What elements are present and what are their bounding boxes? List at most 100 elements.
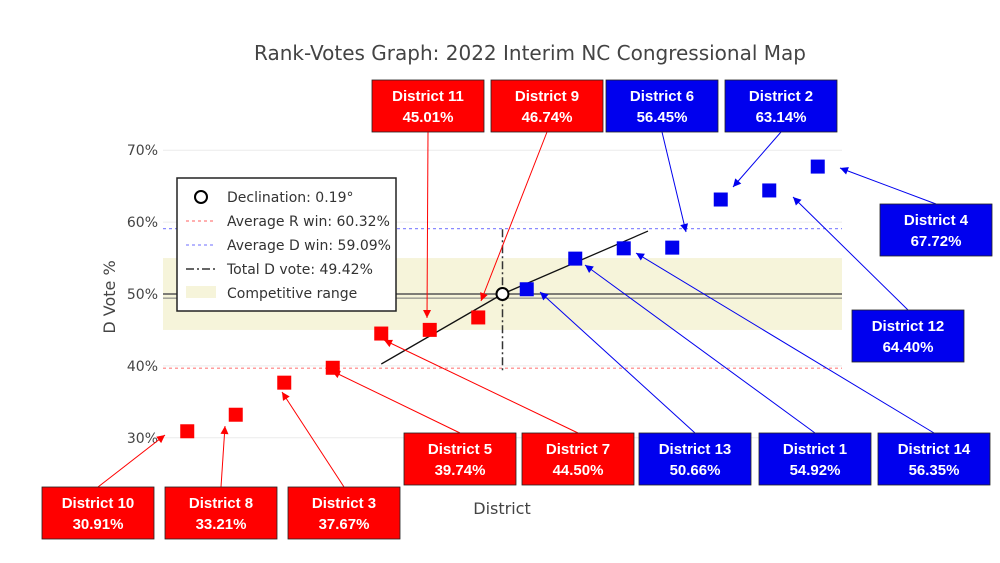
callout-district-name: District 10	[62, 495, 135, 512]
callout-vote-share: 50.66%	[670, 462, 721, 479]
r-tangent-line	[380, 293, 503, 365]
callout-line-district-12	[792, 196, 909, 311]
callout-line-district-14	[635, 252, 935, 434]
callout-district-name: District 11	[392, 88, 464, 105]
callout-arrow-district-14	[636, 253, 645, 261]
callout-district-name: District 3	[312, 495, 376, 512]
callout-district-name: District 2	[749, 88, 813, 105]
legend-avg-r-label: Average R win: 60.32%	[227, 214, 390, 230]
data-point-district-4	[810, 159, 825, 174]
callout-vote-share: 46.74%	[522, 109, 573, 126]
callout-vote-share: 33.21%	[196, 516, 247, 533]
data-point-district-8	[228, 407, 243, 422]
callout-box-district-10	[41, 486, 155, 540]
callout-vote-share: 37.67%	[319, 516, 370, 533]
data-point-district-6	[665, 240, 680, 255]
y-tick-label: 50%	[127, 287, 158, 303]
callout-box-district-13	[638, 432, 752, 486]
y-tick-label: 70%	[127, 143, 158, 159]
callout-arrow-district-12	[793, 197, 802, 206]
callout-district-name: District 7	[546, 441, 610, 458]
callout-arrow-district-10	[156, 435, 165, 444]
callout-vote-share: 64.40%	[883, 339, 934, 356]
callout-arrow-district-6	[680, 223, 689, 232]
callout-vote-share: 30.91%	[73, 516, 124, 533]
district-callouts: District 10 30.91% District 8 33.21% Distric…	[41, 79, 993, 540]
callout-vote-share: 44.50%	[553, 462, 604, 479]
callout-line-district-11	[426, 131, 429, 319]
y-tick-label: 30%	[127, 431, 158, 447]
callout-district-name: District 5	[428, 441, 492, 458]
callout-box-district-6	[605, 79, 719, 133]
callout-vote-share: 56.35%	[909, 462, 960, 479]
callout-line-district-8	[220, 425, 226, 488]
callout-box-district-5	[403, 432, 517, 486]
callout-vote-share: 39.74%	[435, 462, 486, 479]
callout-arrow-district-2	[733, 178, 742, 187]
callout-district-name: District 6	[630, 88, 694, 105]
callout-box-district-8	[164, 486, 278, 540]
callout-vote-share: 54.92%	[790, 462, 841, 479]
data-point-district-3	[277, 375, 292, 390]
legend-competitive-swatch	[186, 286, 216, 298]
legend-competitive-label: Competitive range	[227, 286, 357, 302]
callout-arrow-district-7	[384, 339, 393, 348]
callout-box-district-14	[877, 432, 991, 486]
callout-arrow-district-3	[282, 392, 290, 401]
y-axis-label: D Vote %	[100, 260, 119, 333]
callout-vote-share: 67.72%	[911, 233, 962, 250]
data-point-district-7	[374, 326, 389, 341]
callout-arrow-district-5	[332, 370, 341, 379]
data-point-district-11	[422, 322, 437, 337]
callout-line-district-4	[839, 167, 937, 205]
data-point-district-10	[180, 424, 195, 439]
legend-avg-d-label: Average D win: 59.09%	[227, 238, 391, 254]
callout-line-district-1	[584, 264, 816, 434]
callout-arrow-district-9	[480, 292, 488, 301]
callout-arrow-district-4	[840, 167, 849, 175]
callout-arrow-district-11	[423, 309, 432, 318]
legend-total-d-label: Total D vote: 49.42%	[226, 262, 373, 278]
legend: Declination: 0.19° Average R win: 60.32%…	[176, 177, 397, 312]
callout-box-district-2	[724, 79, 838, 133]
callout-district-name: District 9	[515, 88, 579, 105]
legend-declination-marker	[194, 190, 208, 204]
callout-box-district-7	[521, 432, 635, 486]
chart-title: Rank-Votes Graph: 2022 Interim NC Congre…	[254, 41, 806, 65]
callout-box-district-12	[851, 309, 965, 363]
callout-line-district-6	[661, 131, 687, 233]
callout-district-name: District 14	[898, 441, 971, 458]
y-tick-label: 60%	[127, 215, 158, 231]
callout-line-district-13	[539, 291, 696, 434]
data-point-district-12	[762, 183, 777, 198]
callout-line-district-7	[383, 339, 579, 434]
callout-box-district-11	[371, 79, 485, 133]
data-point-district-9	[471, 310, 486, 325]
callout-arrow-district-13	[540, 292, 549, 301]
callout-box-district-4	[879, 203, 993, 257]
callout-district-name: District 8	[189, 495, 253, 512]
callout-district-name: District 13	[659, 441, 732, 458]
data-point-district-14	[616, 241, 631, 256]
callout-arrow-district-1	[585, 265, 594, 273]
x-axis-label: District	[473, 499, 530, 518]
callout-box-district-9	[490, 79, 604, 133]
callout-district-name: District 1	[783, 441, 847, 458]
callout-box-district-3	[287, 486, 401, 540]
callout-district-name: District 4	[904, 212, 969, 229]
data-point-district-1	[568, 251, 583, 266]
declination-midpoint	[495, 287, 510, 301]
callout-vote-share: 56.45%	[637, 109, 688, 126]
callout-line-district-5	[331, 370, 461, 434]
callout-vote-share: 63.14%	[756, 109, 807, 126]
callout-vote-share: 45.01%	[403, 109, 454, 126]
callout-arrow-district-8	[220, 426, 229, 435]
data-point-district-13	[519, 282, 534, 297]
callout-line-district-10	[97, 434, 166, 488]
legend-declination-label: Declination: 0.19°	[227, 190, 353, 206]
callout-line-district-9	[480, 131, 548, 302]
callout-district-name: District 12	[872, 318, 945, 335]
callout-line-district-2	[732, 131, 782, 188]
y-tick-label: 40%	[127, 359, 158, 375]
